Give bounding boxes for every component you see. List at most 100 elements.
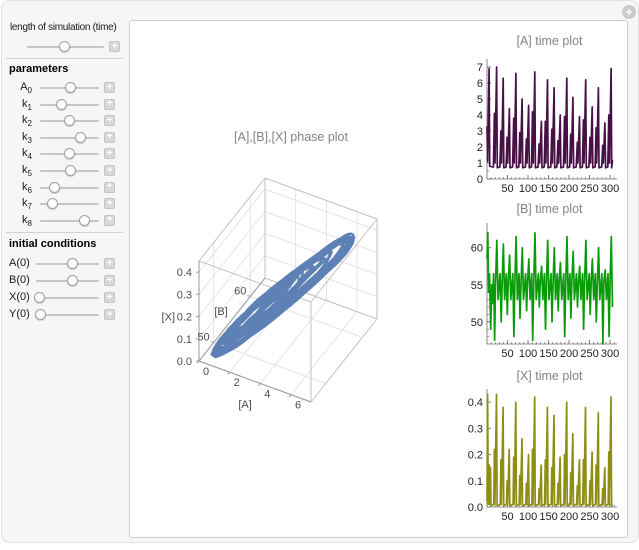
slider-expand-button-k2[interactable]: + — [104, 115, 115, 127]
x-axis-tick-label: 0.2 — [177, 312, 192, 324]
b-axis-tick-label: 60 — [234, 285, 246, 297]
x-axis-tick-label: 0.3 — [177, 289, 192, 301]
slider-row-B0-init: B(0) + — [2, 273, 128, 288]
initial-conditions-heading: initial conditions — [9, 238, 97, 250]
box-line — [290, 311, 358, 395]
x-axis-tick-label: 0.1 — [177, 334, 192, 346]
slider-expand-button-k8[interactable]: + — [104, 214, 115, 226]
slider-label-k2: k2 — [22, 114, 32, 129]
slider-track-k7[interactable] — [40, 203, 99, 206]
slider-row-k6: k6 + — [2, 180, 128, 195]
sidebar-divider — [6, 232, 123, 233]
slider-thumb-Y0-init[interactable] — [34, 309, 46, 320]
sidebar-divider — [6, 58, 123, 59]
slider-track-k8[interactable] — [40, 219, 99, 222]
slider-row-k7: k7 + — [2, 196, 128, 211]
slider-label-A0: A0 — [20, 81, 32, 96]
slider-row-Y0-init: Y(0) + — [2, 307, 128, 322]
slider-expand-button-X0-init[interactable]: + — [104, 292, 115, 303]
a-axis-label: [A] — [238, 399, 251, 411]
b-axis-tick-label: 50 — [197, 332, 209, 344]
slider-expand-button-A0[interactable]: + — [104, 82, 115, 93]
box-line — [258, 383, 261, 387]
slider-label-X0-init: X(0) — [9, 291, 30, 303]
slider-thumb-k7[interactable] — [47, 198, 59, 210]
box-line — [198, 188, 266, 273]
a-axis-tick-label: 6 — [295, 400, 301, 412]
slider-label-k7: k7 — [22, 197, 32, 212]
slider-row-A0-init: A(0) + — [2, 256, 128, 271]
box-line — [310, 218, 378, 303]
box-line — [198, 177, 266, 262]
slider-expand-button-time[interactable]: + — [109, 41, 120, 52]
slider-thumb-X0-init[interactable] — [33, 292, 45, 303]
slider-thumb-k6[interactable] — [49, 181, 61, 193]
slider-thumb-time[interactable] — [59, 41, 71, 52]
slider-label-B0-init: B(0) — [9, 274, 30, 286]
slider-label-k5: k5 — [22, 164, 32, 179]
box-line — [198, 233, 266, 317]
slider-row-k3: k3 + — [2, 130, 128, 145]
slider-thumb-k3[interactable] — [75, 131, 87, 143]
box-line — [310, 318, 378, 403]
box-line — [210, 341, 214, 344]
box-line — [264, 210, 378, 253]
slider-label-k8: k8 — [22, 213, 32, 228]
box-line — [264, 188, 378, 231]
slider-expand-button-B0-init[interactable]: + — [104, 275, 115, 286]
slider-label-k4: k4 — [22, 147, 32, 162]
slider-expand-button-k3[interactable]: + — [104, 131, 115, 143]
box-line — [198, 211, 266, 295]
slider-track-Y0-init[interactable] — [36, 314, 99, 316]
slider-row-k1: k1 + — [2, 97, 128, 112]
slider-expand-button-k5[interactable]: + — [104, 165, 115, 176]
b-time-plot-title: [B] time plot — [516, 202, 583, 216]
slider-label-A0-init: A(0) — [9, 257, 30, 269]
b-axis-label: [B] — [214, 306, 227, 318]
box-line — [198, 360, 312, 403]
slider-row-X0-init: X(0) + — [2, 290, 128, 305]
box-line — [198, 277, 266, 362]
slider-thumb-k4[interactable] — [64, 148, 75, 160]
slider-expand-button-k7[interactable]: + — [104, 198, 115, 210]
a-axis-tick-label: 2 — [234, 377, 240, 389]
slider-row-k4: k4 + — [2, 146, 128, 162]
slider-thumb-B0-init[interactable] — [67, 275, 79, 286]
slider-thumb-k5[interactable] — [64, 165, 76, 176]
slider-expand-button-k6[interactable]: + — [104, 181, 115, 193]
box-line — [227, 371, 231, 375]
slider-track-X0-init[interactable] — [36, 297, 99, 299]
slider-expand-button-A0-init[interactable]: + — [104, 258, 115, 269]
slider-track-k1[interactable] — [40, 103, 99, 106]
box-line — [264, 177, 378, 220]
a-time-plot-title: [A] time plot — [516, 34, 583, 48]
slider-expand-button-k4[interactable]: + — [104, 148, 115, 160]
output-panel — [129, 20, 628, 538]
slider-row-k8: k8 + — [2, 213, 128, 228]
x-axis-label: [X] — [162, 312, 175, 324]
slider-thumb-k1[interactable] — [56, 98, 68, 110]
slider-row-k2: k2 + — [2, 113, 128, 128]
phase-plot-title: [A],[B],[X] phase plot — [234, 130, 348, 144]
slider-track-k3[interactable] — [40, 136, 99, 139]
slider-expand-button-k1[interactable]: + — [104, 98, 115, 110]
slider-label-k3: k3 — [22, 130, 32, 145]
x-axis-tick-label: 0.4 — [177, 267, 192, 279]
slider-thumb-A0[interactable] — [64, 82, 76, 93]
slider-expand-button-Y0-init[interactable]: + — [104, 309, 115, 320]
box-line — [247, 294, 251, 297]
slider-label-k1: k1 — [22, 97, 32, 112]
slider-thumb-k2[interactable] — [64, 115, 75, 127]
slider-thumb-k8[interactable] — [79, 214, 91, 226]
slider-row-time: + — [2, 39, 128, 54]
manipulate-options-button[interactable]: + — [622, 5, 636, 19]
slider-label-Y0-init: Y(0) — [9, 308, 30, 320]
x-axis-tick-label: 0.0 — [177, 356, 192, 368]
box-line — [260, 300, 327, 384]
slider-thumb-A0-init[interactable] — [67, 258, 79, 269]
slider-track-k6[interactable] — [40, 186, 99, 189]
phase-plot-3d[interactable]: 0 2 4 6 [A] 50 60 [B] 0.0 0.1 0.2 0.3 0.4 [X] — [162, 177, 378, 412]
slider-row-A0: A0 + — [2, 80, 128, 95]
box-line — [198, 255, 266, 340]
